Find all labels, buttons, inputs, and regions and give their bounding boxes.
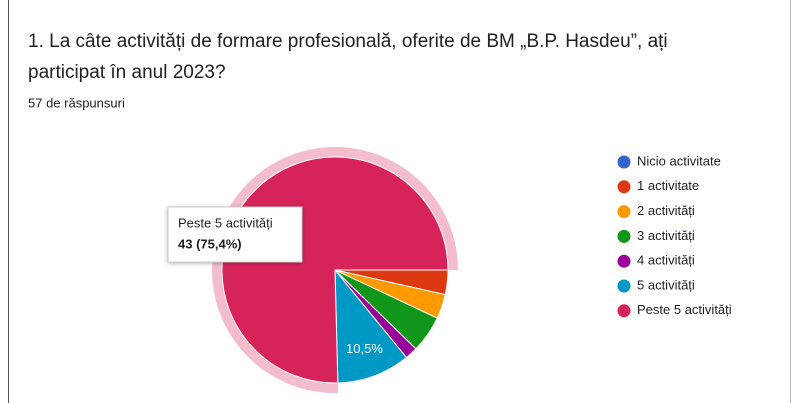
pie-slice xyxy=(334,268,408,384)
legend-label: Peste 5 activități xyxy=(637,302,732,317)
response-count: 57 de răspunsuri xyxy=(28,95,125,110)
legend-label: 1 activitate xyxy=(637,178,699,193)
question-title: 1. La câte activități de formare profesi… xyxy=(28,31,668,52)
legend-label: 2 activități xyxy=(637,203,695,218)
legend-swatch xyxy=(617,304,631,318)
legend-label: Nicio activitate xyxy=(637,153,721,168)
legend-swatch xyxy=(617,180,631,194)
tooltip-box xyxy=(167,206,303,263)
legend: Nicio activitate 1 activitate 2 activități… xyxy=(617,153,732,318)
legend-swatch xyxy=(617,254,631,268)
tooltip: Peste 5 activități 43 (75,4%) xyxy=(167,206,303,263)
legend-swatch xyxy=(617,279,631,293)
legend-swatch xyxy=(617,229,631,243)
legend-swatch xyxy=(617,205,631,219)
legend-label: 5 activități xyxy=(637,277,695,292)
legend-swatch xyxy=(617,155,631,169)
slice-label: 10,5% xyxy=(346,341,383,356)
question-title: participat în anul 2023? xyxy=(28,62,226,83)
legend-label: 3 activități xyxy=(637,228,695,243)
legend-label: 4 activități xyxy=(637,253,695,268)
tooltip-category: Peste 5 activități xyxy=(178,215,273,230)
tooltip-value: 43 (75,4%) xyxy=(178,236,242,251)
